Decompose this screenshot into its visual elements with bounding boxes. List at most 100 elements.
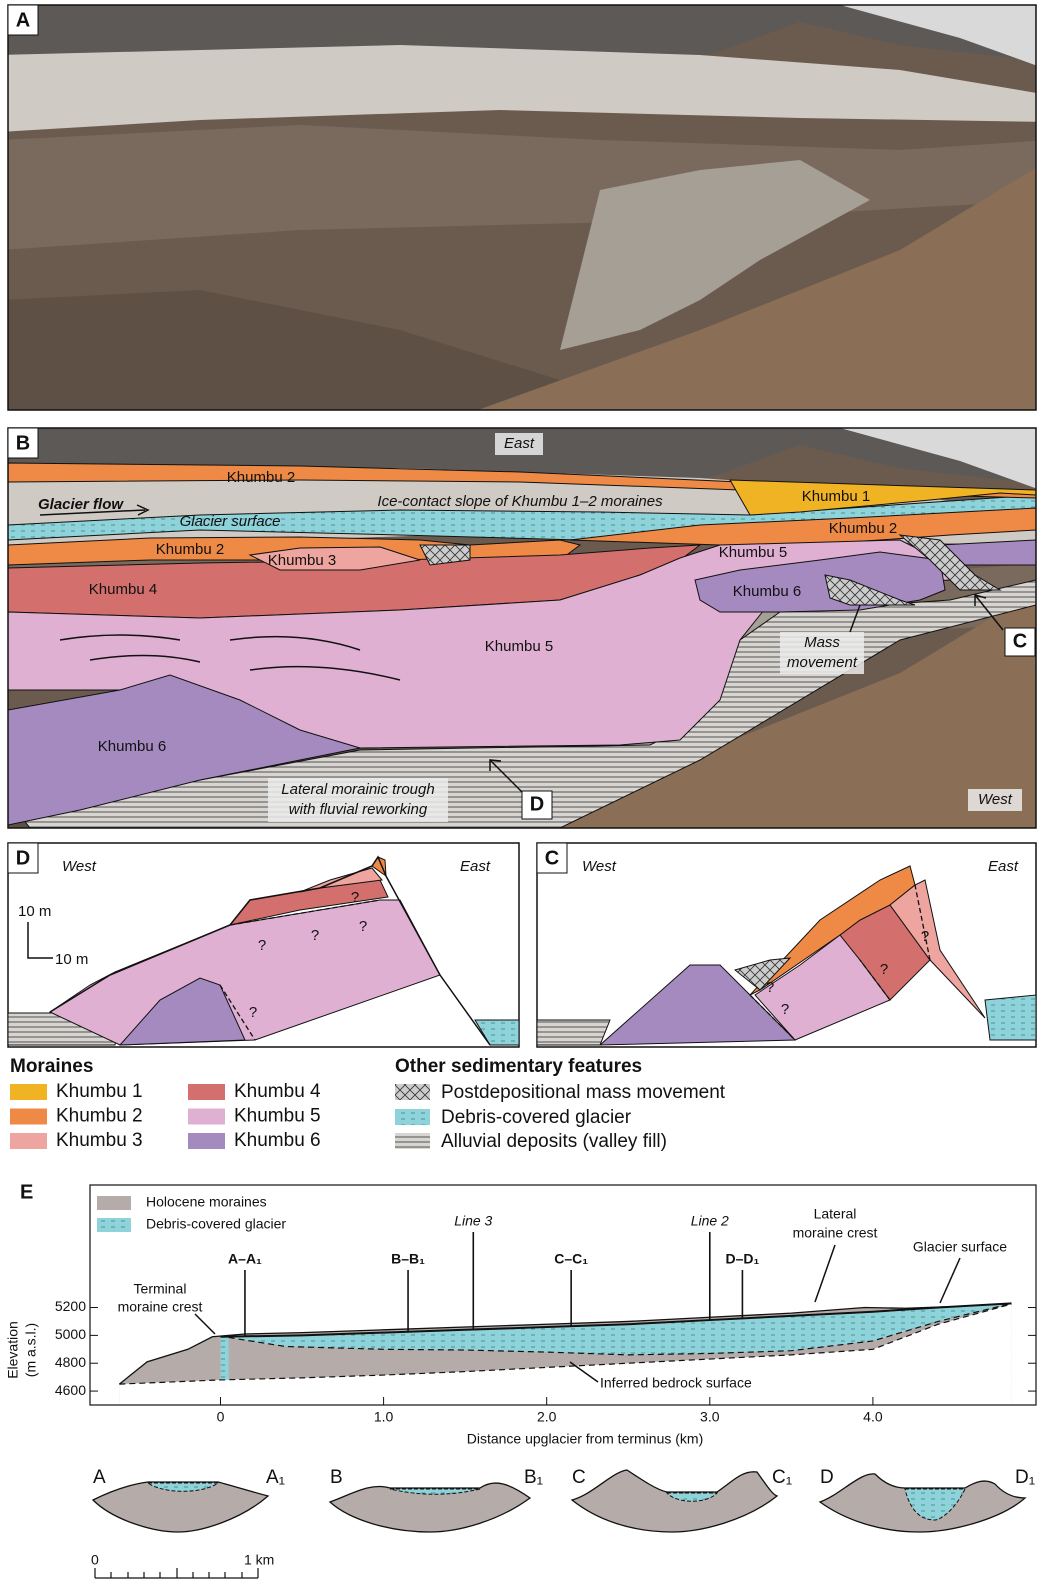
section-label: A₁ xyxy=(266,1467,285,1488)
annotation: Inferred bedrock surface xyxy=(600,1375,752,1391)
label: Mass xyxy=(804,634,840,651)
annotation: moraine crest xyxy=(793,1225,878,1241)
section-label: B₁ xyxy=(524,1467,543,1488)
y-tick-label: 4600 xyxy=(55,1382,86,1398)
scale-label: 10 m xyxy=(55,951,88,968)
legend-label: Alluvial deposits (valley fill) xyxy=(441,1131,667,1152)
legend-title: Other sedimentary features xyxy=(395,1056,642,1077)
label: with fluvial reworking xyxy=(289,801,428,818)
y-axis-title: Elevation xyxy=(5,1321,21,1379)
label: movement xyxy=(787,654,858,671)
scale-label: 0 xyxy=(91,1552,99,1568)
x-axis-title: Distance upglacier from terminus (km) xyxy=(467,1431,704,1447)
label: West xyxy=(978,791,1013,808)
panel-letter: E xyxy=(20,1181,33,1203)
label: Lateral morainic trough xyxy=(281,781,434,798)
annotation: Lateral xyxy=(814,1206,857,1222)
section-label: C–C₁ xyxy=(554,1251,588,1267)
unit-label: Khumbu 3 xyxy=(268,552,336,569)
legend-label: Holocene moraines xyxy=(146,1194,267,1210)
label: West xyxy=(582,858,617,875)
legend-label: Khumbu 5 xyxy=(234,1106,321,1127)
y-tick-label: 4800 xyxy=(55,1354,86,1370)
legend-label: Khumbu 2 xyxy=(56,1106,143,1127)
query: ? xyxy=(359,918,367,935)
legend-swatch xyxy=(395,1109,430,1125)
photo-a xyxy=(0,0,1049,420)
section-label: C₁ xyxy=(772,1467,792,1488)
panel-letter: C xyxy=(545,847,559,869)
x-tick-label: 2.0 xyxy=(537,1409,557,1425)
query: ? xyxy=(766,979,774,996)
legend-swatch xyxy=(10,1084,47,1100)
section-label: Line 3 xyxy=(454,1213,492,1229)
section-label: D xyxy=(820,1467,834,1488)
y-tick-label: 5200 xyxy=(55,1298,86,1314)
query: ? xyxy=(880,961,888,978)
query: ? xyxy=(249,1004,257,1021)
label: East xyxy=(988,858,1019,875)
legend-label: Debris-covered glacier xyxy=(146,1216,286,1232)
legend-swatch xyxy=(97,1196,131,1210)
panel-letter: D xyxy=(16,847,30,869)
unit-label: Khumbu 4 xyxy=(89,581,157,598)
section-label: C xyxy=(572,1467,586,1488)
x-tick-label: 0 xyxy=(217,1409,225,1425)
query: ? xyxy=(781,1001,789,1018)
section-label: D₁ xyxy=(1015,1467,1035,1488)
section-label: B–B₁ xyxy=(391,1251,425,1267)
query: ? xyxy=(258,937,266,954)
legend-label: Khumbu 6 xyxy=(234,1130,321,1151)
y-axis-title: (m a.s.l.) xyxy=(23,1323,39,1377)
legend-title: Moraines xyxy=(10,1056,93,1077)
section-label: D–D₁ xyxy=(726,1251,760,1267)
unit-label: Khumbu 6 xyxy=(733,583,801,600)
label: East xyxy=(460,858,491,875)
legend-label: Khumbu 4 xyxy=(234,1081,321,1102)
legend-swatch xyxy=(188,1109,225,1125)
legend: Moraines Other sedimentary features Post… xyxy=(10,1056,726,1152)
label: Glacier surface xyxy=(180,513,281,530)
x-tick-label: 1.0 xyxy=(374,1409,394,1425)
label: West xyxy=(62,858,97,875)
legend-label: Debris-covered glacier xyxy=(441,1107,632,1128)
unit-label: Khumbu 2 xyxy=(829,520,897,537)
legend-label: Khumbu 1 xyxy=(56,1081,143,1102)
query: ? xyxy=(921,928,929,945)
cross-sections xyxy=(93,1470,1025,1578)
label: East xyxy=(504,435,535,452)
section-label: B xyxy=(330,1467,343,1488)
query: ? xyxy=(311,927,319,944)
x-tick-label: 3.0 xyxy=(700,1409,720,1425)
figure: A B East Khumbu 2 Khumbu 1 Glacier flow … xyxy=(0,0,1049,1587)
scale-label: 10 m xyxy=(18,903,51,920)
section-label: A–A₁ xyxy=(228,1251,262,1267)
scale-label: 1 km xyxy=(244,1552,274,1568)
unit-label: Khumbu 2 xyxy=(227,469,295,486)
label: Glacier flow xyxy=(38,496,124,513)
x-tick-label: 4.0 xyxy=(863,1409,883,1425)
legend-swatch xyxy=(188,1084,225,1100)
legend-swatch xyxy=(188,1133,225,1149)
legend-swatch xyxy=(395,1084,430,1100)
y-tick-label: 5000 xyxy=(55,1326,86,1342)
annotation: moraine crest xyxy=(118,1299,203,1315)
unit-label: Khumbu 5 xyxy=(719,544,787,561)
legend-swatch xyxy=(10,1109,47,1125)
legend-label: Postdepositional mass movement xyxy=(441,1082,726,1103)
panel-letter: A xyxy=(16,9,30,31)
section-label: C xyxy=(1013,630,1027,652)
legend-label: Khumbu 3 xyxy=(56,1130,143,1151)
annotation: Glacier surface xyxy=(913,1239,1007,1255)
label: Ice-contact slope of Khumbu 1–2 moraines xyxy=(377,493,663,510)
section-label: A xyxy=(93,1467,106,1488)
annotation: Terminal xyxy=(134,1281,187,1297)
panel-letter: B xyxy=(16,432,30,454)
unit-label: Khumbu 1 xyxy=(802,488,870,505)
legend-swatch xyxy=(10,1133,47,1149)
section-label: D xyxy=(530,793,544,815)
unit-label: Khumbu 5 xyxy=(485,638,553,655)
legend-swatch xyxy=(395,1133,430,1149)
section-label: Line 2 xyxy=(691,1213,729,1229)
legend-swatch xyxy=(97,1218,131,1232)
